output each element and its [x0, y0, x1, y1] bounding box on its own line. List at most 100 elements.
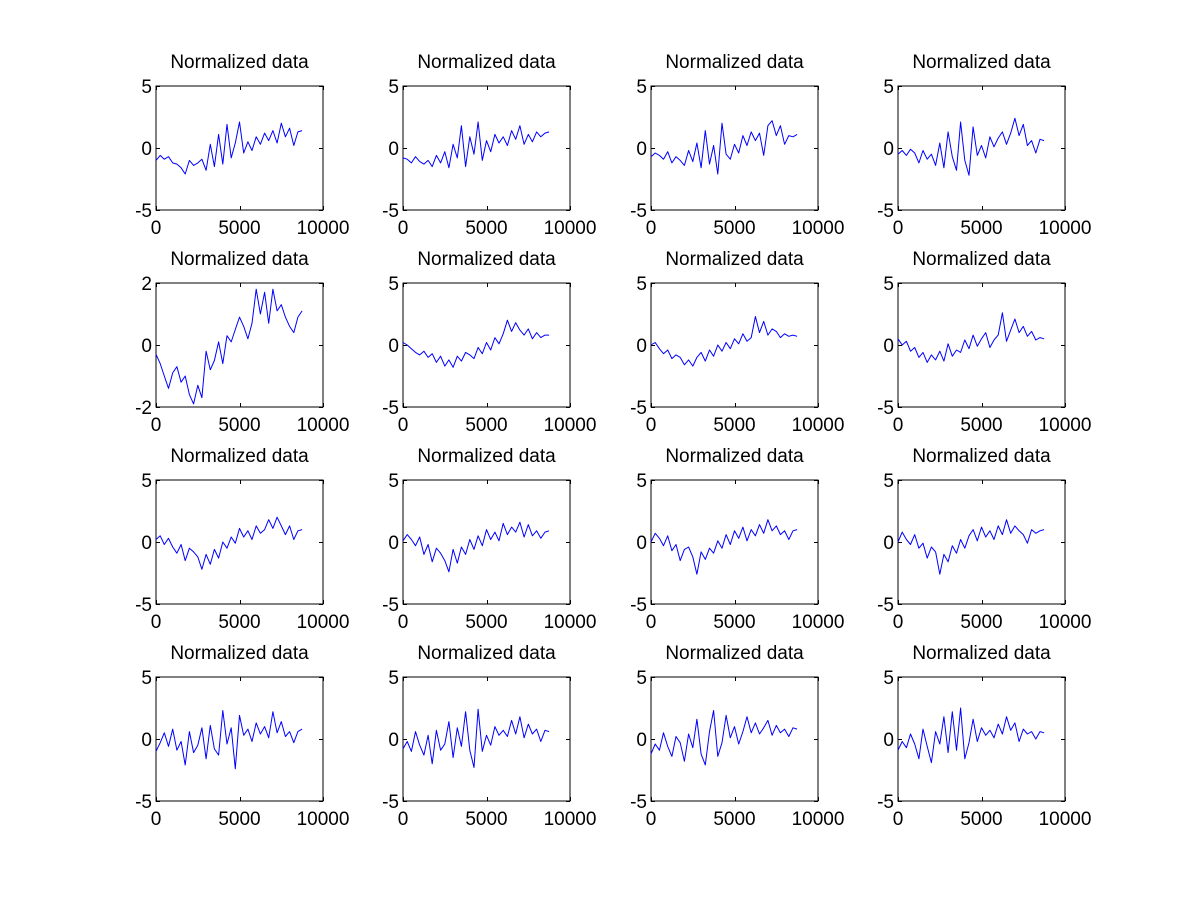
y-tick-label: 0 [141, 139, 152, 160]
axes-box [897, 676, 1066, 802]
series-line [650, 316, 798, 367]
x-tick-label: 5000 [218, 415, 260, 436]
series-line [155, 288, 303, 405]
subplot-title: Normalized data [665, 643, 804, 664]
axes-box [897, 479, 1066, 605]
y-tick-label: -5 [630, 201, 647, 222]
y-tick-label: -5 [382, 201, 399, 222]
axes-box [650, 85, 819, 211]
y-tick-label: -5 [877, 792, 894, 813]
y-tick-label: -2 [135, 398, 152, 419]
axes-box [402, 676, 571, 802]
x-tick-label: 10000 [792, 809, 845, 830]
axes-box [155, 85, 324, 211]
y-tick-label: 0 [636, 336, 647, 357]
y-tick-label: 5 [636, 77, 647, 98]
y-tick-label: 5 [883, 668, 894, 689]
subplot-title: Normalized data [912, 52, 1051, 73]
x-tick-label: 10000 [297, 612, 350, 633]
y-tick-label: -5 [630, 398, 647, 419]
y-tick-label: -5 [135, 595, 152, 616]
x-tick-label: 5000 [218, 809, 260, 830]
x-tick-label: 5000 [960, 809, 1002, 830]
x-tick-label: 5000 [713, 612, 755, 633]
y-tick-label: -5 [382, 595, 399, 616]
subplot-title: Normalized data [170, 249, 309, 270]
axes-box [402, 85, 571, 211]
y-tick-label: -5 [877, 201, 894, 222]
x-tick-label: 5000 [465, 415, 507, 436]
y-tick-label: 0 [388, 533, 399, 554]
series-line [650, 710, 798, 766]
subplot-title: Normalized data [665, 249, 804, 270]
x-tick-label: 10000 [297, 218, 350, 239]
x-tick-label: 10000 [1039, 218, 1092, 239]
subplot-title: Normalized data [170, 446, 309, 467]
y-tick-label: 0 [141, 730, 152, 751]
subplot-title: Normalized data [170, 643, 309, 664]
x-tick-label: 5000 [218, 218, 260, 239]
y-tick-label: -5 [382, 792, 399, 813]
y-tick-label: 5 [636, 668, 647, 689]
x-tick-label: 0 [893, 612, 904, 633]
series-line [155, 710, 303, 770]
subplot-title: Normalized data [912, 446, 1051, 467]
x-tick-label: 5000 [465, 809, 507, 830]
y-tick-label: 0 [636, 730, 647, 751]
y-tick-label: 0 [636, 533, 647, 554]
y-tick-label: 5 [388, 471, 399, 492]
subplot-title: Normalized data [417, 446, 556, 467]
series-line [897, 707, 1045, 764]
series-line [897, 519, 1045, 575]
y-tick-label: 0 [883, 533, 894, 554]
y-tick-label: -5 [630, 792, 647, 813]
series-line [650, 519, 798, 575]
x-tick-label: 0 [151, 809, 162, 830]
y-tick-label: -5 [630, 595, 647, 616]
x-tick-label: 0 [151, 218, 162, 239]
x-tick-label: 0 [893, 415, 904, 436]
y-tick-label: 5 [883, 77, 894, 98]
x-tick-label: 10000 [544, 415, 597, 436]
x-tick-label: 0 [646, 218, 657, 239]
series-line [897, 312, 1045, 363]
x-tick-label: 10000 [297, 809, 350, 830]
axes-box [155, 676, 324, 802]
y-tick-label: 5 [636, 471, 647, 492]
x-tick-label: 5000 [218, 612, 260, 633]
axes-box [897, 85, 1066, 211]
y-tick-label: 5 [141, 471, 152, 492]
subplot-title: Normalized data [665, 52, 804, 73]
x-tick-label: 10000 [544, 218, 597, 239]
y-tick-label: 0 [141, 533, 152, 554]
x-tick-label: 0 [398, 612, 409, 633]
x-tick-label: 0 [398, 809, 409, 830]
axes-box [650, 282, 819, 408]
series-line [650, 120, 798, 175]
series-line [897, 117, 1045, 176]
axes-box [650, 479, 819, 605]
y-tick-label: 5 [141, 668, 152, 689]
subplot-title: Normalized data [417, 52, 556, 73]
y-tick-label: 5 [883, 274, 894, 295]
x-tick-label: 10000 [1039, 612, 1092, 633]
x-tick-label: 0 [398, 415, 409, 436]
y-tick-label: 0 [636, 139, 647, 160]
x-tick-label: 0 [893, 809, 904, 830]
axes-box [155, 479, 324, 605]
y-tick-label: -5 [382, 398, 399, 419]
series-line [402, 319, 550, 368]
y-tick-label: -5 [135, 201, 152, 222]
